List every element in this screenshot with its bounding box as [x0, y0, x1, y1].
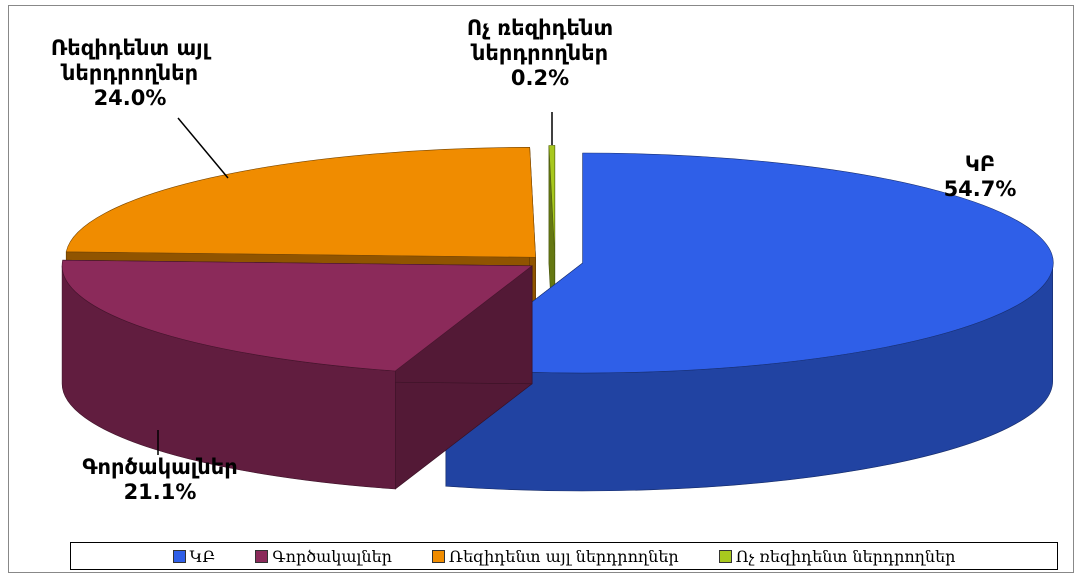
legend-swatch — [718, 549, 732, 563]
data-label: ԿԲ 54.7% — [930, 152, 1030, 202]
legend-label: ԿԲ — [189, 546, 216, 566]
legend-item: Ռեզիդենտ այլ ներդրողներ — [431, 546, 679, 566]
legend-item: Գործակալներ — [255, 547, 392, 566]
legend-swatch — [431, 549, 445, 563]
data-label-name: Գործակալներ — [82, 455, 238, 479]
legend: ԿԲ Գործակալներ Ռեզիդենտ այլ ներդրողներ Ոչ ռ… — [70, 542, 1058, 570]
legend-label: Ոչ ռեզիդենտ ներդրողներ — [735, 546, 956, 566]
data-label-value: 24.0% — [93, 86, 167, 110]
legend-swatch — [172, 549, 186, 563]
data-label-value: 0.2% — [510, 66, 570, 90]
slice — [445, 152, 1054, 492]
legend-label: Գործակալներ — [272, 546, 392, 566]
data-label: Գործակալներ 21.1% — [60, 455, 260, 505]
leader-line — [177, 117, 229, 179]
slice-top — [65, 146, 536, 258]
data-label-name: Ոչ ռեզիդենտ ներդրողներ — [466, 16, 614, 65]
slice-top — [61, 259, 533, 372]
legend-swatch — [255, 549, 269, 563]
legend-item: ԿԲ — [172, 546, 216, 566]
slice — [61, 259, 533, 490]
data-label: Ռեզիդենտ այլ ներդրողներ 24.0% — [30, 36, 230, 111]
data-label-name: ԿԲ — [964, 152, 996, 176]
data-label: Ոչ ռեզիդենտ ներդրողներ 0.2% — [440, 16, 640, 91]
slice-top — [548, 145, 556, 256]
legend-item: Ոչ ռեզիդենտ ներդրողներ — [718, 546, 956, 566]
data-label-value: 21.1% — [123, 480, 197, 504]
data-label-value: 54.7% — [943, 177, 1017, 201]
chart-frame — [8, 5, 1074, 573]
legend-label: Ռեզիդենտ այլ ներդրողներ — [448, 546, 679, 566]
data-label-name: Ռեզիդենտ այլ ներդրողներ — [50, 36, 210, 85]
slice-top — [445, 152, 1054, 374]
